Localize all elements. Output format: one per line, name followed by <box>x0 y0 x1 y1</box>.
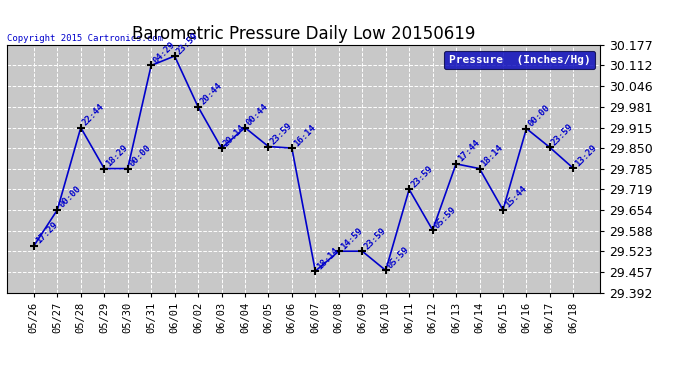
Text: 23:59: 23:59 <box>175 31 200 56</box>
Text: 23:59: 23:59 <box>550 122 575 147</box>
Text: 23:59: 23:59 <box>362 226 388 251</box>
Text: 00:00: 00:00 <box>57 184 83 210</box>
Text: 00:44: 00:44 <box>245 102 270 128</box>
Text: 05:59: 05:59 <box>433 205 458 230</box>
Text: 15:44: 15:44 <box>503 184 529 210</box>
Text: 00:00: 00:00 <box>526 103 552 129</box>
Text: 20:44: 20:44 <box>198 81 224 107</box>
Text: 04:29: 04:29 <box>151 40 177 66</box>
Text: 17:29: 17:29 <box>34 220 59 246</box>
Text: 22:44: 22:44 <box>81 102 106 128</box>
Text: Copyright 2015 Cartronics.com: Copyright 2015 Cartronics.com <box>7 33 163 42</box>
Text: 05:59: 05:59 <box>386 245 411 270</box>
Text: 00:00: 00:00 <box>128 143 153 169</box>
Text: 18:14: 18:14 <box>315 246 341 271</box>
Text: 23:59: 23:59 <box>409 164 435 189</box>
Text: 18:29: 18:29 <box>104 143 130 169</box>
Text: 16:14: 16:14 <box>292 123 317 148</box>
Text: 13:29: 13:29 <box>573 143 599 168</box>
Title: Barometric Pressure Daily Low 20150619: Barometric Pressure Daily Low 20150619 <box>132 26 475 44</box>
Text: 17:44: 17:44 <box>456 138 482 164</box>
Text: 20:14: 20:14 <box>221 123 247 148</box>
Legend: Pressure  (Inches/Hg): Pressure (Inches/Hg) <box>444 51 595 69</box>
Text: 23:59: 23:59 <box>268 121 294 147</box>
Text: 18:14: 18:14 <box>480 143 505 169</box>
Text: 14:59: 14:59 <box>339 226 364 251</box>
